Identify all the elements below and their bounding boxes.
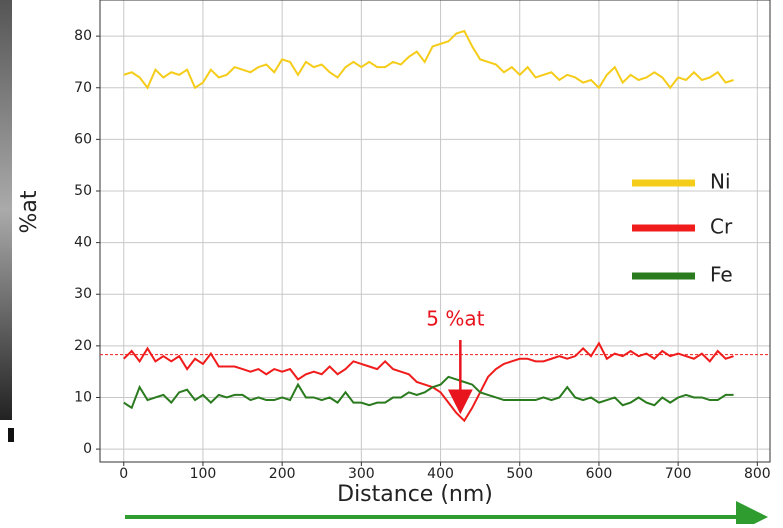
x-tick-label: 0 (119, 466, 128, 482)
x-tick-label: 200 (269, 466, 296, 482)
y-tick-label: 80 (74, 28, 92, 44)
series-line (123, 375, 734, 410)
plot-frame (99, 0, 771, 463)
x-tick-label: 800 (744, 466, 771, 482)
x-tick-label: 400 (427, 466, 454, 482)
y-tick-label: 70 (74, 80, 92, 96)
x-tick-label: 100 (190, 466, 217, 482)
x-tick-label: 600 (586, 466, 613, 482)
scale-mark (8, 428, 14, 442)
y-tick-label: 0 (83, 441, 92, 457)
series-line (123, 29, 734, 90)
y-tick-label: 40 (74, 235, 92, 251)
annotation-text: 5 %at (426, 307, 484, 331)
legend-label: Fe (710, 263, 733, 287)
y-tick-label: 50 (74, 183, 92, 199)
series-line (123, 341, 734, 423)
x-tick-label: 500 (506, 466, 533, 482)
x-tick-label: 300 (348, 466, 375, 482)
x-tick-label: 700 (665, 466, 692, 482)
y-tick-label: 60 (74, 131, 92, 147)
image-strip (0, 0, 12, 420)
x-axis-label: Distance (nm) (337, 482, 493, 507)
legend-label: Cr (710, 215, 733, 239)
legend-label: Ni (710, 170, 731, 194)
y-tick-label: 10 (74, 389, 92, 405)
y-tick-label: 20 (74, 338, 92, 354)
y-tick-label: 30 (74, 286, 92, 302)
y-axis-label: %at (17, 190, 42, 233)
